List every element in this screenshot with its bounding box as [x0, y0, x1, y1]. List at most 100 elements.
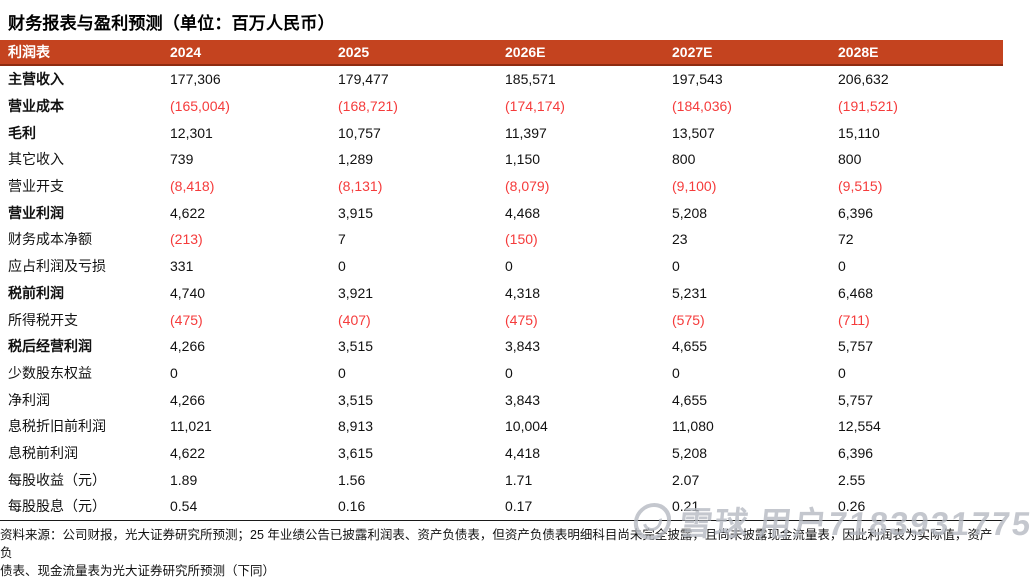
cell-value: 11,021 [170, 418, 212, 435]
cell-value: 13,507 [672, 124, 715, 141]
column-header-year: 2028E [838, 44, 879, 60]
cell-value: (8,418) [170, 178, 215, 195]
cell-value: 0 [338, 258, 346, 275]
table-row: 营业利润 4,622 3,915 4,468 5,208 6,396 [0, 199, 1003, 226]
cell-value: 3,615 [338, 444, 374, 461]
row-label: 每股收益（元） [8, 471, 106, 488]
cell-value: 2.07 [672, 471, 700, 488]
row-label: 主营收入 [8, 71, 64, 88]
cell-value: 4,622 [170, 204, 206, 221]
cell-value: 0.26 [838, 498, 866, 515]
cell-value: 23 [672, 231, 688, 248]
cell-value: 0 [505, 258, 513, 275]
cell-value: 0.54 [170, 498, 198, 515]
cell-value: (575) [672, 311, 705, 328]
cell-value: (711) [838, 311, 870, 328]
income-statement-table: 利润表 2024 2025 2026E 2027E 2028E 主营收入 177,306 17… [0, 40, 1003, 520]
cell-value: 5,757 [838, 391, 874, 408]
cell-value: 177,306 [170, 71, 221, 88]
cell-value: 2.55 [838, 471, 866, 488]
table-row: 所得税开支 (475) (407) (475) (575) (711) [0, 306, 1003, 333]
column-header-year: 2027E [672, 44, 713, 60]
page-title: 财务报表与盈利预测（单位：百万人民币） [8, 14, 335, 33]
cell-value: (165,004) [170, 98, 230, 115]
source-note-line1: 资料来源：公司财报，光大证券研究所预测；25 年业绩公告已披露利润表、资产负债表… [0, 527, 993, 560]
cell-value: 4,468 [505, 204, 541, 221]
cell-value: 3,915 [338, 204, 374, 221]
cell-value: 11,080 [672, 418, 714, 435]
cell-value: 11,397 [505, 124, 547, 141]
cell-value: (174,174) [505, 98, 565, 115]
table-row: 每股收益（元） 1.89 1.56 1.71 2.07 2.55 [0, 466, 1003, 493]
cell-value: 6,396 [838, 204, 874, 221]
cell-value: 1,289 [338, 151, 374, 168]
table-row: 税前利润 4,740 3,921 4,318 5,231 6,468 [0, 280, 1003, 307]
cell-value: (8,079) [505, 178, 550, 195]
cell-value: 5,231 [672, 284, 708, 301]
cell-value: 0 [838, 258, 846, 275]
cell-value: 12,301 [170, 124, 213, 141]
cell-value: 3,515 [338, 338, 374, 355]
cell-value: 800 [672, 151, 696, 168]
cell-value: 4,418 [505, 444, 541, 461]
cell-value: 0 [672, 258, 680, 275]
table-row: 营业成本 (165,004) (168,721) (174,174) (184,036)… [0, 93, 1003, 120]
cell-value: 0 [170, 364, 178, 381]
cell-value: 331 [170, 258, 194, 275]
cell-value: 4,655 [672, 338, 708, 355]
cell-value: 4,740 [170, 284, 206, 301]
cell-value: 12,554 [838, 418, 881, 435]
cell-value: 197,543 [672, 71, 723, 88]
cell-value: 739 [170, 151, 194, 168]
cell-value: (150) [505, 231, 538, 248]
cell-value: 3,515 [338, 391, 374, 408]
cell-value: 1,150 [505, 151, 541, 168]
cell-value: (213) [170, 231, 203, 248]
row-label: 营业利润 [8, 204, 64, 221]
row-label: 营业开支 [8, 178, 64, 195]
row-label: 税后经营利润 [8, 338, 92, 355]
table-row: 毛利 12,301 10,757 11,397 13,507 15,110 [0, 119, 1003, 146]
cell-value: 10,004 [505, 418, 548, 435]
cell-value: 5,208 [672, 444, 708, 461]
cell-value: 4,318 [505, 284, 541, 301]
source-note-line2: 债表、现金流量表为光大证券研究所预测（下同） [0, 563, 276, 578]
cell-value: (407) [338, 311, 371, 328]
table-header-row: 利润表 2024 2025 2026E 2027E 2028E [0, 40, 1003, 66]
cell-value: 4,622 [170, 444, 206, 461]
cell-value: 8,913 [338, 418, 374, 435]
table-row: 每股股息（元） 0.54 0.16 0.17 0.21 0.26 [0, 493, 1003, 520]
cell-value: 6,396 [838, 444, 874, 461]
cell-value: 0 [838, 364, 846, 381]
source-note: 资料来源：公司财报，光大证券研究所预测；25 年业绩公告已披露利润表、资产负债表… [0, 519, 1003, 580]
cell-value: (8,131) [338, 178, 383, 195]
cell-value: 4,266 [170, 391, 206, 408]
column-header-year: 2025 [338, 44, 370, 60]
cell-value: 0 [672, 364, 680, 381]
table-row: 财务成本净额 (213) 7 (150) 23 72 [0, 226, 1003, 253]
cell-value: 5,757 [838, 338, 874, 355]
column-header-year: 2024 [170, 44, 202, 60]
column-header-year: 2026E [505, 44, 546, 60]
cell-value: 3,921 [338, 284, 374, 301]
row-label: 所得税开支 [8, 311, 78, 328]
cell-value: (475) [505, 311, 538, 328]
row-label: 息税折旧前利润 [8, 418, 106, 435]
cell-value: (9,100) [672, 178, 717, 195]
cell-value: 1.71 [505, 471, 533, 488]
table-row: 其它收入 739 1,289 1,150 800 800 [0, 146, 1003, 173]
table-row: 主营收入 177,306 179,477 185,571 197,543 206,632 [0, 66, 1003, 93]
cell-value: (184,036) [672, 98, 732, 115]
cell-value: (191,521) [838, 98, 898, 115]
cell-value: 0.21 [672, 498, 700, 515]
cell-value: 800 [838, 151, 862, 168]
table-body: 主营收入 177,306 179,477 185,571 197,543 206,632 营… [0, 66, 1003, 520]
row-label: 应占利润及亏损 [8, 258, 106, 275]
table-row: 少数股东权益 0 0 0 0 0 [0, 360, 1003, 387]
cell-value: 4,655 [672, 391, 708, 408]
cell-value: (475) [170, 311, 203, 328]
cell-value: 4,266 [170, 338, 206, 355]
table-row: 净利润 4,266 3,515 3,843 4,655 5,757 [0, 386, 1003, 413]
table-row: 息税前利润 4,622 3,615 4,418 5,208 6,396 [0, 440, 1003, 467]
